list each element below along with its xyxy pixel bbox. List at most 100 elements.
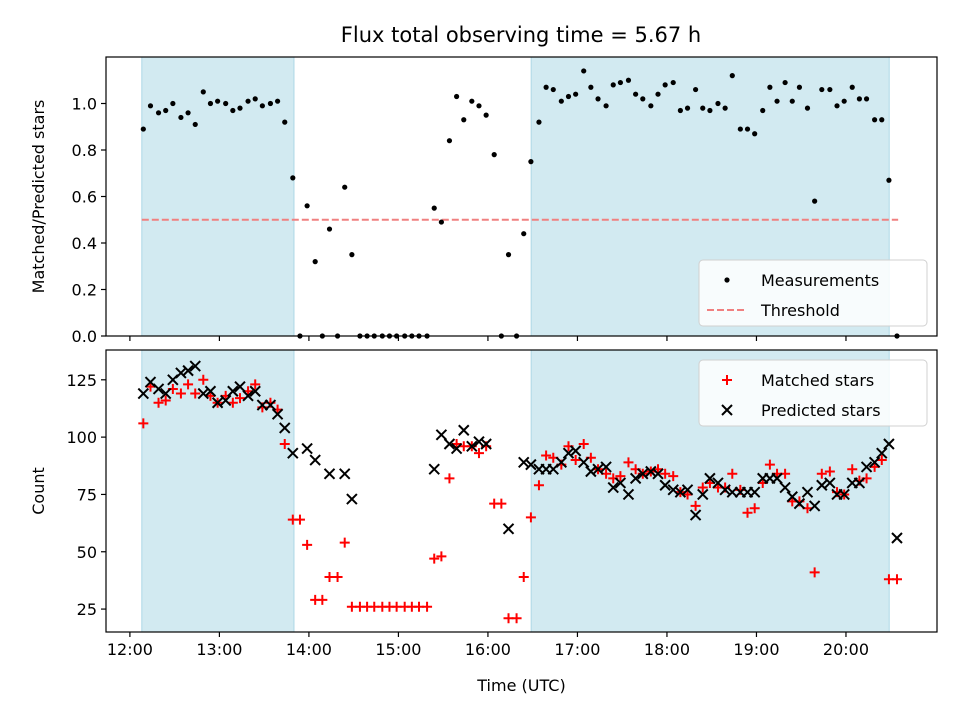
measurement-point — [610, 82, 616, 88]
matched-stars-point — [234, 393, 245, 404]
bottom-y-axis-label: Count — [29, 467, 48, 515]
measurement-point — [767, 84, 773, 90]
predicted-stars-point — [450, 442, 463, 455]
measurement-point — [744, 126, 751, 132]
predicted-stars-point — [555, 456, 568, 469]
measurement-point — [326, 226, 333, 232]
predicted-stars-point — [137, 387, 150, 400]
predicted-stars-point — [674, 486, 687, 498]
measurement-point — [349, 252, 355, 258]
predicted-stars-point — [435, 429, 448, 441]
measurement-point — [207, 100, 214, 107]
x-tick-label: 17:00 — [554, 640, 600, 659]
predicted-stars-point — [652, 468, 664, 480]
matched-stars-point — [809, 567, 820, 578]
measurement-point — [454, 93, 460, 100]
measurement-point — [595, 96, 601, 102]
measurement-point — [886, 177, 892, 183]
measurement-point — [147, 103, 154, 109]
measurement-point — [603, 103, 609, 109]
matched-stars-point — [183, 379, 194, 390]
top-panel-axes: 0.0 0.2 0.4 0.6 0.8 1.0 Matched/Predicted star… — [29, 56, 938, 346]
legend-box — [698, 359, 928, 427]
top-y-axis-label: Matched/Predicted stars — [29, 100, 48, 294]
bottom-shaded-window-0 — [141, 349, 295, 633]
predicted-stars-point — [473, 435, 485, 448]
predicted-stars-point — [197, 387, 210, 400]
x-axis-label: Time (UTC) — [476, 676, 565, 695]
measurement-point — [812, 198, 818, 204]
predicted-stars-point — [264, 399, 277, 411]
top-y-tick-label: 0.8 — [72, 141, 97, 160]
measurement-point — [670, 79, 676, 86]
measurement-point — [804, 105, 811, 111]
predicted-stars-point — [585, 465, 597, 478]
top-y-tick-label: 1.0 — [72, 95, 97, 114]
measurement-point — [185, 110, 191, 116]
matched-stars-point — [473, 448, 484, 459]
predicted-stars-point — [562, 447, 575, 459]
predicted-stars-point — [868, 456, 881, 469]
predicted-stars-point — [808, 500, 821, 512]
measurement-point — [543, 84, 549, 90]
measurement-point — [252, 96, 258, 102]
matched-stars-point — [876, 455, 887, 466]
measurement-point — [573, 91, 579, 97]
x-tick-label: 13:00 — [196, 640, 242, 659]
matched-stars-point — [511, 613, 522, 624]
predicted-stars-point — [667, 484, 679, 496]
matched-stars-point — [339, 537, 350, 548]
measurement-point — [431, 205, 437, 211]
bottom-axes-frame — [105, 349, 938, 633]
matched-stars-point — [496, 498, 507, 509]
predicted-stars-point — [175, 367, 187, 379]
measurement-point — [267, 100, 274, 107]
predicted-stars-point — [853, 477, 866, 489]
measurement-point — [684, 105, 691, 111]
bottom-y-tick-label: 50 — [77, 543, 97, 562]
x-tick-label: 20:00 — [823, 640, 869, 659]
predicted-stars-point — [816, 479, 828, 491]
predicted-stars-point — [801, 486, 814, 498]
legend-matched-marker — [722, 375, 732, 385]
measurement-point — [476, 103, 482, 109]
measurement-point — [834, 103, 840, 109]
measurement-point — [491, 152, 497, 158]
measurement-point — [677, 107, 683, 114]
measurement-point — [700, 105, 706, 111]
legend-measurements-marker — [724, 277, 730, 283]
measurement-point — [633, 91, 639, 97]
predicted-stars-point — [249, 385, 261, 397]
matched-stars-point — [749, 503, 760, 514]
measurement-point — [140, 126, 146, 132]
measurement-point — [819, 86, 825, 93]
matched-stars-point — [525, 512, 536, 523]
matched-stars-point — [690, 500, 701, 511]
predicted-stars-point — [242, 390, 254, 402]
measurement-point — [259, 103, 265, 109]
measurement-point — [163, 107, 169, 114]
predicted-stars-point — [279, 422, 291, 434]
predicted-stars-point — [704, 472, 716, 485]
matched-stars-point — [332, 571, 343, 582]
matched-stars-point — [570, 455, 581, 466]
predicted-stars-point — [159, 387, 172, 400]
predicted-stars-point — [323, 468, 336, 480]
matched-stars-point — [518, 571, 529, 582]
predicted-stars-point — [234, 380, 246, 393]
measurement-point — [707, 107, 713, 114]
measurement-point — [625, 77, 632, 83]
measurement-point — [617, 79, 624, 86]
predicted-stars-point — [592, 463, 604, 475]
measurement-point — [737, 126, 743, 132]
matched-stars-point — [668, 471, 679, 482]
matched-stars-point — [436, 551, 447, 562]
x-tick-label: 18:00 — [644, 640, 690, 659]
measurement-point — [648, 103, 654, 109]
measurement-point — [588, 84, 594, 90]
measurement-point — [789, 98, 795, 104]
predicted-stars-point — [614, 477, 627, 489]
predicted-stars-point — [204, 385, 217, 397]
predicted-stars-point — [748, 486, 761, 498]
measurement-point — [230, 107, 236, 114]
